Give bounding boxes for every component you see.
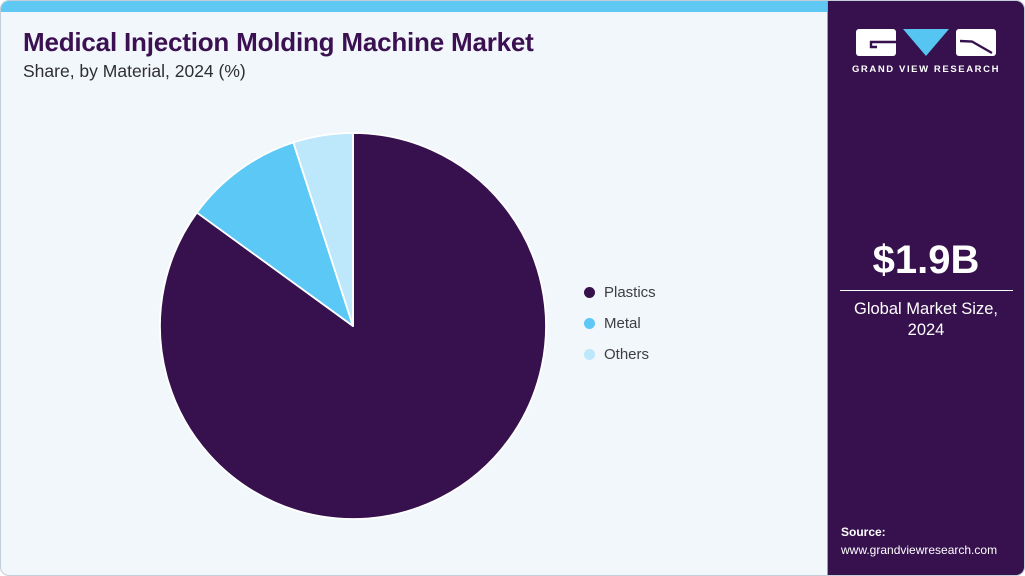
accent-topbar <box>1 1 827 12</box>
legend-label-others: Others <box>604 345 650 363</box>
brand-name: GRAND VIEW RESEARCH <box>851 64 1001 75</box>
legend-label-plastics: Plastics <box>604 283 656 301</box>
pie-slice-metal <box>195 141 354 327</box>
sidebar: GRAND VIEW RESEARCH $1.9B Global Market … <box>827 1 1024 575</box>
brand-logo: GRAND VIEW RESEARCH <box>828 28 1024 75</box>
gvr-logo-icon <box>856 29 996 56</box>
legend-label-metal: Metal <box>604 314 641 332</box>
legend-item-plastics: Plastics <box>584 282 656 302</box>
page-title: Medical Injection Molding Machine Market <box>23 27 534 57</box>
legend-swatch-others <box>584 348 595 360</box>
market-size-label: Global Market Size, 2024 <box>854 300 998 340</box>
pie-slice-others <box>292 132 354 327</box>
legend-item-others: Others <box>584 344 656 364</box>
legend: Plastics Metal Others <box>584 282 656 375</box>
page-subtitle: Share, by Material, 2024 (%) <box>23 61 246 81</box>
market-size-divider <box>839 290 1013 291</box>
legend-item-metal: Metal <box>584 313 656 333</box>
legend-swatch-metal <box>584 317 595 329</box>
market-size-block: $1.9B Global Market Size, 2024 <box>828 239 1024 341</box>
chart-panel: Medical Injection Molding Machine Market… <box>1 1 827 575</box>
legend-swatch-plastics <box>584 286 595 298</box>
pie-chart <box>159 132 547 520</box>
source-block: Source: www.grandviewresearch.com <box>841 524 997 559</box>
source-label: Source: <box>841 525 886 540</box>
source-url[interactable]: www.grandviewresearch.com <box>841 542 998 557</box>
market-size-value: $1.9B <box>872 238 980 282</box>
